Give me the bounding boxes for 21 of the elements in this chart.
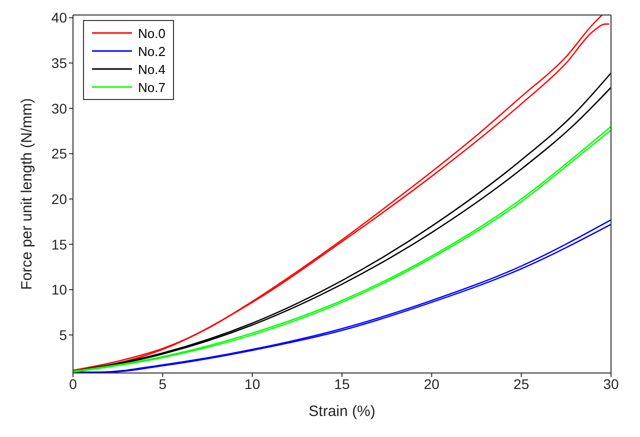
legend-label: No.7 bbox=[138, 80, 166, 94]
legend-label: No.4 bbox=[138, 62, 166, 76]
y-tick-label: 35 bbox=[51, 55, 68, 72]
y-tick-label: 10 bbox=[51, 282, 68, 298]
x-tick-label: 10 bbox=[244, 376, 260, 392]
x-tick-label: 30 bbox=[603, 376, 619, 392]
y-tick-label: 40 bbox=[51, 10, 68, 26]
y-tick-label: 20 bbox=[51, 190, 68, 207]
y-axis-title: Force per unit length (N/mm) bbox=[18, 98, 36, 290]
legend-label: No.2 bbox=[138, 44, 166, 58]
y-tick-label: 25 bbox=[51, 146, 68, 162]
y-tick-label: 5 bbox=[59, 326, 68, 343]
x-tick-label: 0 bbox=[69, 376, 78, 392]
x-tick-label: 25 bbox=[514, 376, 530, 392]
y-tick-label: 15 bbox=[51, 236, 68, 252]
x-tick-label: 15 bbox=[334, 376, 350, 392]
x-tick-label: 20 bbox=[424, 376, 440, 392]
x-tick-label: 5 bbox=[158, 376, 167, 392]
x-axis-title: Strain (%) bbox=[308, 403, 376, 420]
y-tick-label: 30 bbox=[51, 100, 68, 116]
legend-label: No.0 bbox=[138, 26, 166, 40]
